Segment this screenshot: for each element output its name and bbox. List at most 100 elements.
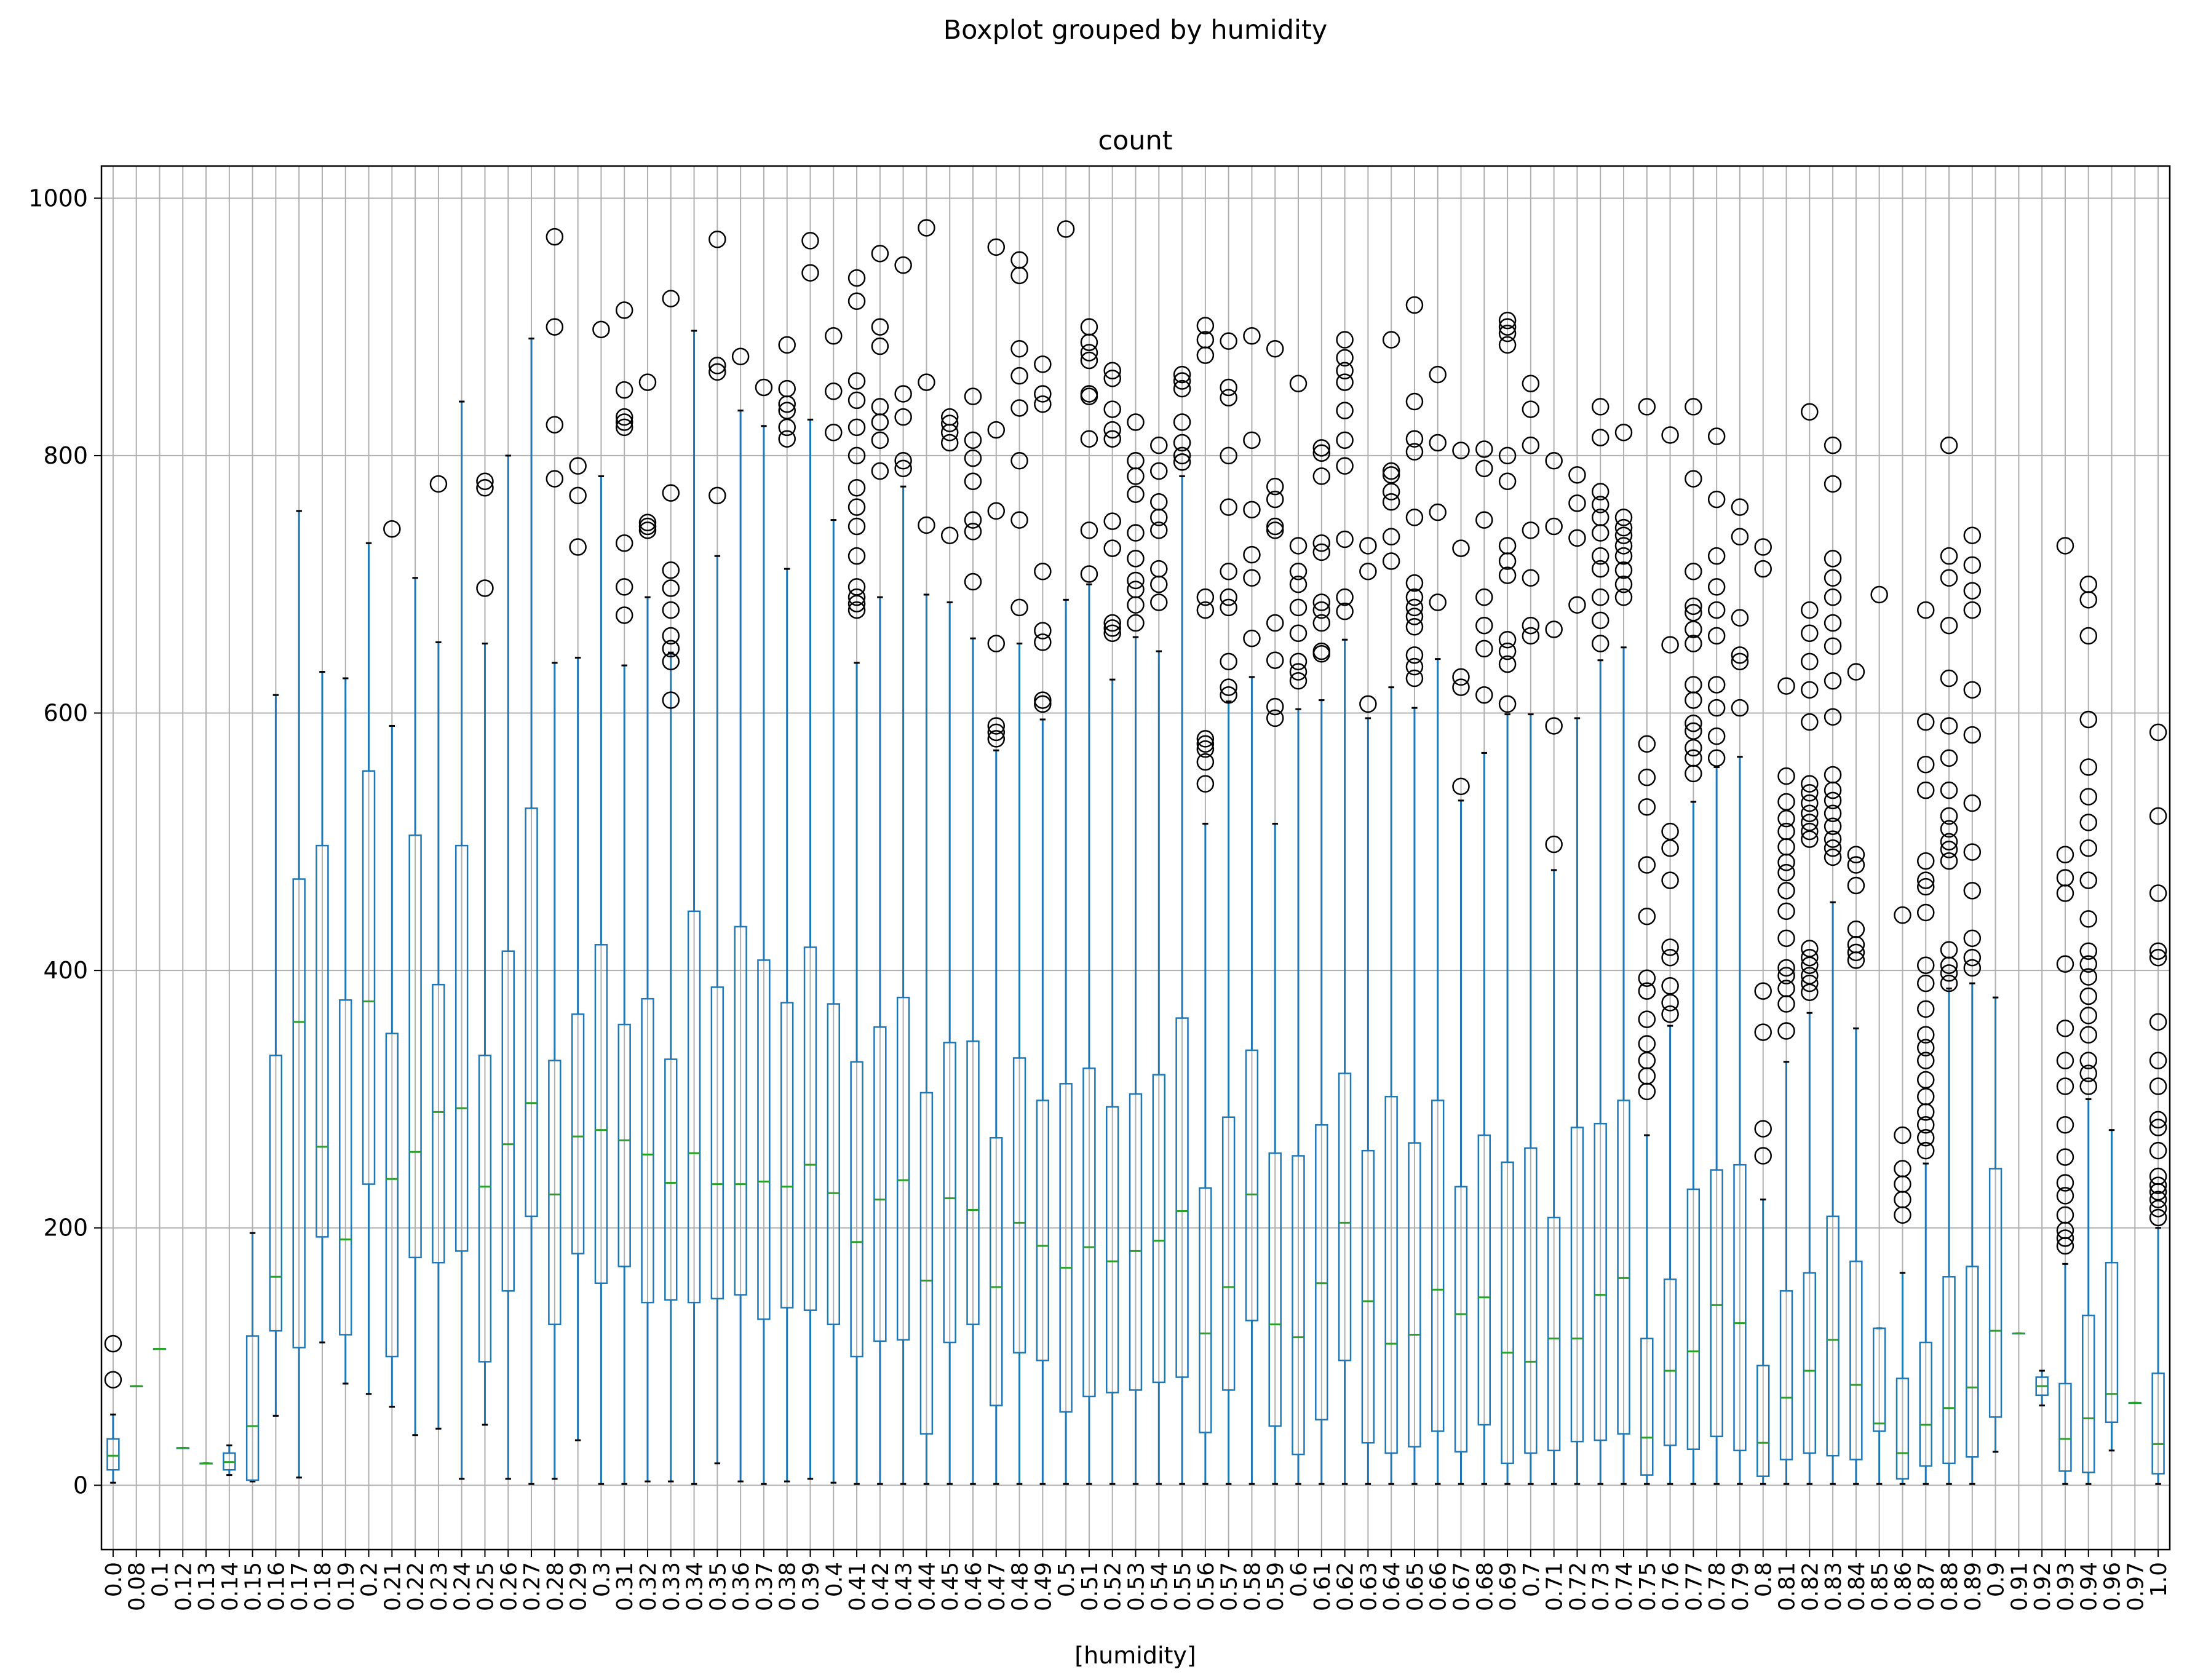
box-iqr [990,1136,1003,1406]
flier-point [1801,624,1819,643]
x-tick-label: 0.63 [1356,1562,1381,1611]
flier-point [1429,365,1447,384]
flier-point [847,588,866,606]
flier-point [1452,777,1470,796]
flier-point [1940,669,1958,687]
box-iqr [1361,1149,1375,1444]
flier-point [1916,1000,1935,1018]
flier-point [708,486,726,505]
x-tick-label: 0.75 [1635,1562,1661,1611]
flier-point [1336,373,1354,391]
flier-point [964,449,982,467]
flier-point [1405,392,1424,411]
flier-point [847,517,866,536]
x-tick-label: 0.2 [357,1562,383,1597]
box-group [918,219,935,1485]
flier-point [2149,1208,2167,1227]
box-iqr [1686,1188,1701,1450]
box-iqr [1779,1290,1793,1460]
flier-point [1777,882,1795,900]
flier-point [615,381,633,399]
flier-point [592,320,610,339]
box-group [2079,575,2097,1485]
flier-point [1220,678,1237,696]
flier-point [1916,756,1935,774]
flier-point [964,573,982,591]
box-group [2149,723,2167,1485]
flier-point [1103,619,1121,637]
flier-point [871,318,889,336]
flier-point [2056,1206,2074,1224]
flier-point [2056,1077,2074,1095]
flier-point [1940,841,1958,858]
box-group [1731,498,1749,1485]
box-iqr [687,910,701,1304]
box-group [1336,331,1354,1485]
flier-point [1661,938,1679,956]
flier-point [1080,318,1098,336]
flier-point [1940,820,1958,838]
box-group [223,1444,236,1476]
flier-point [1638,735,1656,753]
flier-point [1707,727,1726,745]
flier-point [2149,1013,2167,1031]
flier-point [1173,453,1191,471]
flier-point [1916,852,1935,870]
flier-point [1080,430,1098,448]
x-tick-label: 0.9 [1984,1562,2009,1597]
box-group [1359,537,1377,1485]
flier-point [662,652,680,671]
x-tick-label: 0.58 [1240,1562,1265,1611]
flier-point [1220,563,1237,580]
flier-point [1336,457,1354,475]
flier-point [1266,709,1284,727]
box-group [1522,374,1540,1485]
box-iqr [1826,1215,1840,1457]
flier-point [1707,490,1726,509]
box-iqr [1477,1134,1491,1426]
x-tick-label: 0.71 [1542,1562,1568,1611]
box-iqr [571,1013,585,1254]
flier-point [104,1371,122,1389]
flier-point [1707,749,1726,767]
box-group [1916,601,1935,1485]
x-tick-label: 0.52 [1101,1562,1126,1611]
box-group [1127,413,1145,1485]
flier-point [476,479,494,497]
flier-point [1754,1120,1772,1138]
flier-point [1127,550,1145,568]
flier-point [847,601,866,619]
box-group [1452,442,1470,1485]
flier-point [1266,651,1284,669]
flier-point [1731,528,1749,546]
box-iqr [501,950,515,1292]
flier-point [1638,982,1656,1000]
box-group [292,510,306,1479]
flier-point [1638,398,1656,416]
flier-point [847,372,866,390]
x-tick-label: 0.27 [520,1562,545,1611]
box-iqr [803,946,817,1311]
flier-point [918,219,935,237]
box-group [1498,311,1517,1485]
flier-point [2079,955,2097,973]
flier-point [871,431,889,450]
box-iqr [1501,1161,1514,1465]
flier-point [1150,560,1168,578]
x-tick-label: 0.32 [636,1562,661,1611]
flier-point [1638,798,1656,816]
flier-point [1824,766,1842,784]
flier-point [1103,614,1121,632]
flier-point [1661,426,1679,444]
flier-point [1963,726,1982,744]
flier-point [1685,398,1702,416]
flier-point [987,502,1006,520]
flier-point [1801,652,1819,671]
box-iqr [1268,1152,1282,1427]
box-group [476,472,494,1426]
flier-point [1801,822,1819,841]
flier-point [964,523,982,541]
flier-point [1824,637,1842,655]
box-group [1777,677,1795,1485]
